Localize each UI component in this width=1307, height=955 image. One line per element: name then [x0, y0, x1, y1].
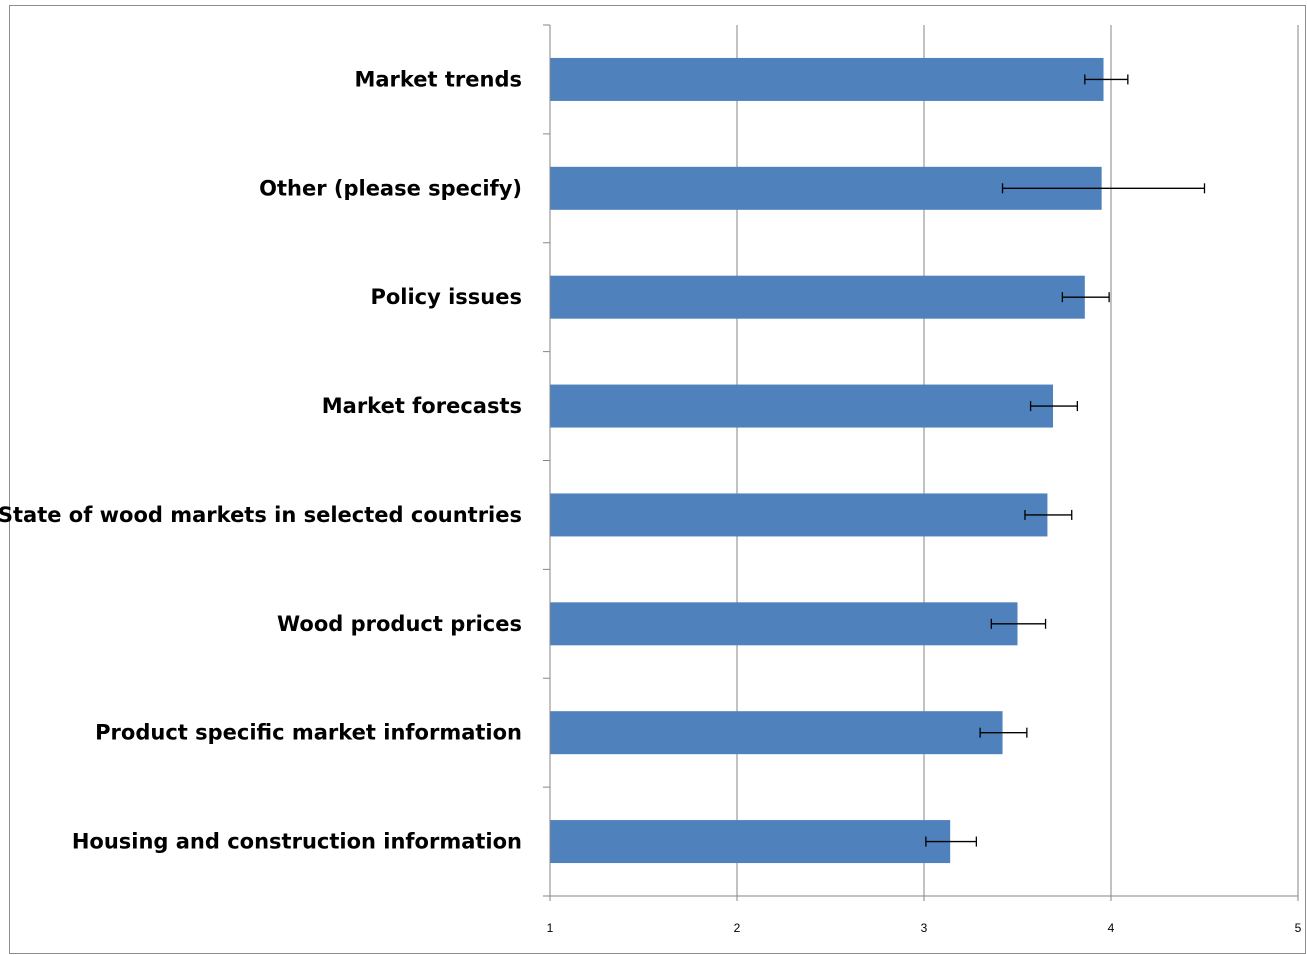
axes [543, 24, 1299, 901]
category-label-2: Policy issues [370, 285, 522, 309]
error-bar-5 [990, 618, 1047, 629]
category-label-7: Housing and construction information [72, 830, 522, 854]
error-bar-7 [925, 836, 978, 847]
error-bar-1 [1001, 183, 1206, 194]
bar-6 [550, 711, 1003, 755]
x-tick-label-4: 4 [1108, 921, 1115, 935]
category-label-0: Market trends [354, 67, 522, 91]
error-bar-4 [1024, 509, 1073, 520]
x-tick-label-1: 1 [547, 921, 554, 935]
x-tick-label-5: 5 [1295, 921, 1302, 935]
error-bar-0 [1084, 74, 1129, 85]
x-tick-label-2: 2 [734, 921, 741, 935]
category-label-5: Wood product prices [277, 612, 522, 636]
bar-5 [550, 602, 1018, 646]
category-label-6: Product specific market information [95, 721, 522, 745]
bar-4 [550, 493, 1048, 537]
chart-frame [9, 5, 1306, 954]
category-label-1: Other (please specify) [259, 176, 522, 200]
bar-0 [550, 57, 1104, 101]
bars [550, 57, 1104, 864]
category-label-3: Market forecasts [322, 394, 522, 418]
error-bars [925, 74, 1206, 847]
error-bar-3 [1029, 401, 1078, 412]
category-label-4: State of wood markets in selected countr… [0, 503, 522, 527]
bar-2 [550, 275, 1085, 319]
x-tick-labels: 1 2 3 4 5 [547, 921, 1302, 935]
error-bar-2 [1061, 292, 1110, 303]
error-bar-6 [979, 727, 1028, 738]
category-labels: Market trends Other (please specify) Polic… [0, 67, 522, 853]
bar-3 [550, 384, 1054, 428]
gridlines [736, 25, 1299, 896]
bar-7 [550, 820, 951, 864]
x-tick-label-3: 3 [921, 921, 928, 935]
